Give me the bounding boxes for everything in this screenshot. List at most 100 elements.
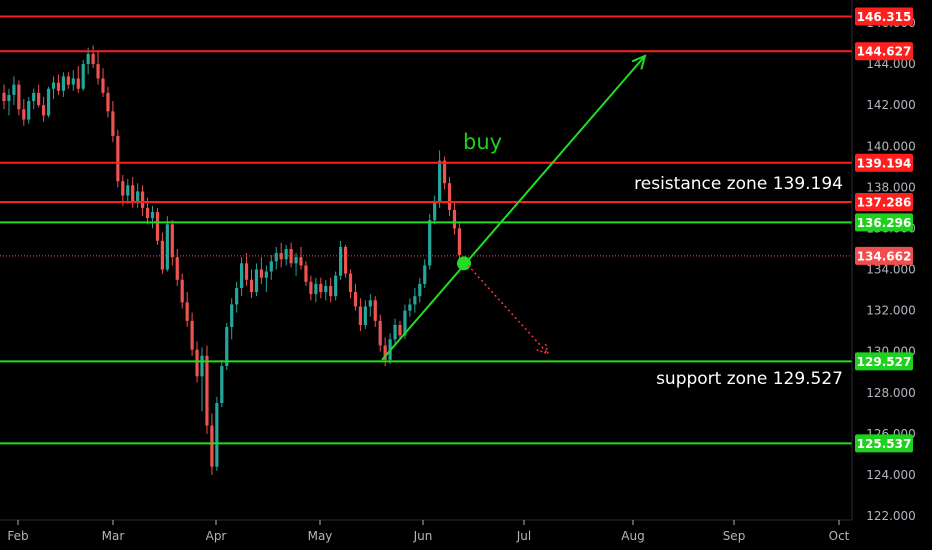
candle-body	[249, 279, 254, 293]
candle-body	[71, 78, 75, 85]
bearish-projection-head	[536, 341, 550, 355]
x-tick-label: Sep	[723, 529, 746, 543]
candle-body	[81, 64, 85, 89]
candle	[2, 84, 6, 110]
candle	[190, 312, 194, 356]
candle-body	[235, 287, 239, 305]
candle	[353, 283, 358, 311]
candle-body	[348, 273, 353, 293]
candle-body	[96, 64, 100, 79]
candle-body	[215, 403, 219, 467]
x-tick-label: Mar	[102, 529, 125, 543]
candle-body	[240, 263, 244, 288]
price-badge-bg	[855, 7, 913, 26]
candle-body	[230, 304, 234, 328]
y-tick-label: 140.000	[866, 139, 916, 153]
price-badge-bg	[855, 434, 913, 453]
candle	[51, 76, 56, 100]
candle	[274, 246, 278, 270]
price-badge: 146.315	[855, 7, 913, 26]
candle	[457, 222, 461, 260]
candle	[373, 296, 377, 328]
candle	[304, 261, 308, 286]
candle	[418, 277, 422, 303]
candle-body	[27, 101, 31, 120]
price-badge-bg	[855, 352, 913, 371]
candle-body	[264, 271, 268, 278]
candle	[205, 345, 209, 434]
candle-body	[56, 82, 61, 91]
candle-body	[160, 240, 164, 270]
y-tick-label: 142.000	[866, 98, 916, 112]
price-badge-label: 134.662	[857, 249, 912, 263]
candle-body	[438, 160, 442, 202]
candle-body	[51, 82, 56, 89]
x-axis[interactable]: Feb Mar Apr May Jun Jul Aug Sep Oct	[7, 520, 850, 543]
candle-body	[32, 92, 36, 102]
candle	[225, 322, 229, 371]
candle-body	[339, 246, 343, 276]
candle-body	[106, 92, 110, 112]
candle-body	[185, 302, 189, 321]
candle-body	[210, 425, 214, 467]
candle-body	[111, 111, 115, 136]
candle	[22, 99, 26, 126]
candle-body	[299, 257, 303, 266]
price-badge-label: 136.296	[857, 216, 912, 230]
candle	[259, 257, 263, 284]
candle-body	[457, 228, 461, 256]
price-badge: 137.286	[855, 193, 913, 212]
candle-body	[403, 310, 407, 336]
candle	[363, 300, 367, 330]
candle-body	[126, 185, 130, 196]
candle-body	[259, 269, 263, 278]
candle	[249, 269, 254, 299]
candle-body	[101, 78, 105, 93]
candle-body	[329, 285, 333, 297]
candle	[398, 320, 402, 340]
support-zone-label: support zone 129.527	[656, 369, 843, 389]
candle	[175, 248, 179, 286]
candle-body	[334, 275, 338, 297]
candle	[240, 257, 244, 297]
candle	[27, 96, 31, 124]
candle-body	[269, 261, 273, 272]
candle	[7, 88, 11, 116]
candle-body	[428, 220, 432, 266]
candle	[235, 281, 239, 313]
price-badge-label: 129.527	[857, 355, 912, 369]
candle-body	[398, 324, 402, 336]
candle-body	[418, 283, 422, 297]
candle-body	[91, 53, 95, 65]
candle	[215, 396, 219, 471]
buy-trend-arrow-line	[381, 55, 646, 361]
candle	[141, 185, 145, 217]
candle	[37, 84, 41, 108]
candle	[348, 269, 353, 299]
candle-body	[314, 283, 318, 295]
candle-body	[423, 265, 427, 284]
candle	[343, 244, 348, 278]
candle-body	[378, 320, 382, 346]
resistance-zone-label: resistance zone 139.194	[634, 174, 843, 194]
candle-body	[225, 327, 229, 367]
candle	[61, 72, 65, 97]
price-badge: 136.296	[855, 213, 913, 232]
price-badge-bg	[855, 193, 913, 212]
candle	[111, 101, 115, 143]
price-badges: 146.315 144.627 139.194 137.286 136.296 134.6…	[855, 7, 913, 453]
candle	[314, 277, 318, 303]
y-tick-label: 134.000	[866, 263, 916, 277]
candle	[244, 253, 249, 286]
y-tick-label: 128.000	[866, 386, 916, 400]
price-badge: 125.537	[855, 434, 913, 453]
candle-body	[22, 109, 26, 120]
candle-body	[358, 306, 362, 325]
candle	[358, 298, 362, 332]
candle-body	[195, 349, 199, 377]
candle-body	[413, 296, 417, 305]
price-badge: 129.527	[855, 352, 913, 371]
candle	[136, 183, 140, 208]
